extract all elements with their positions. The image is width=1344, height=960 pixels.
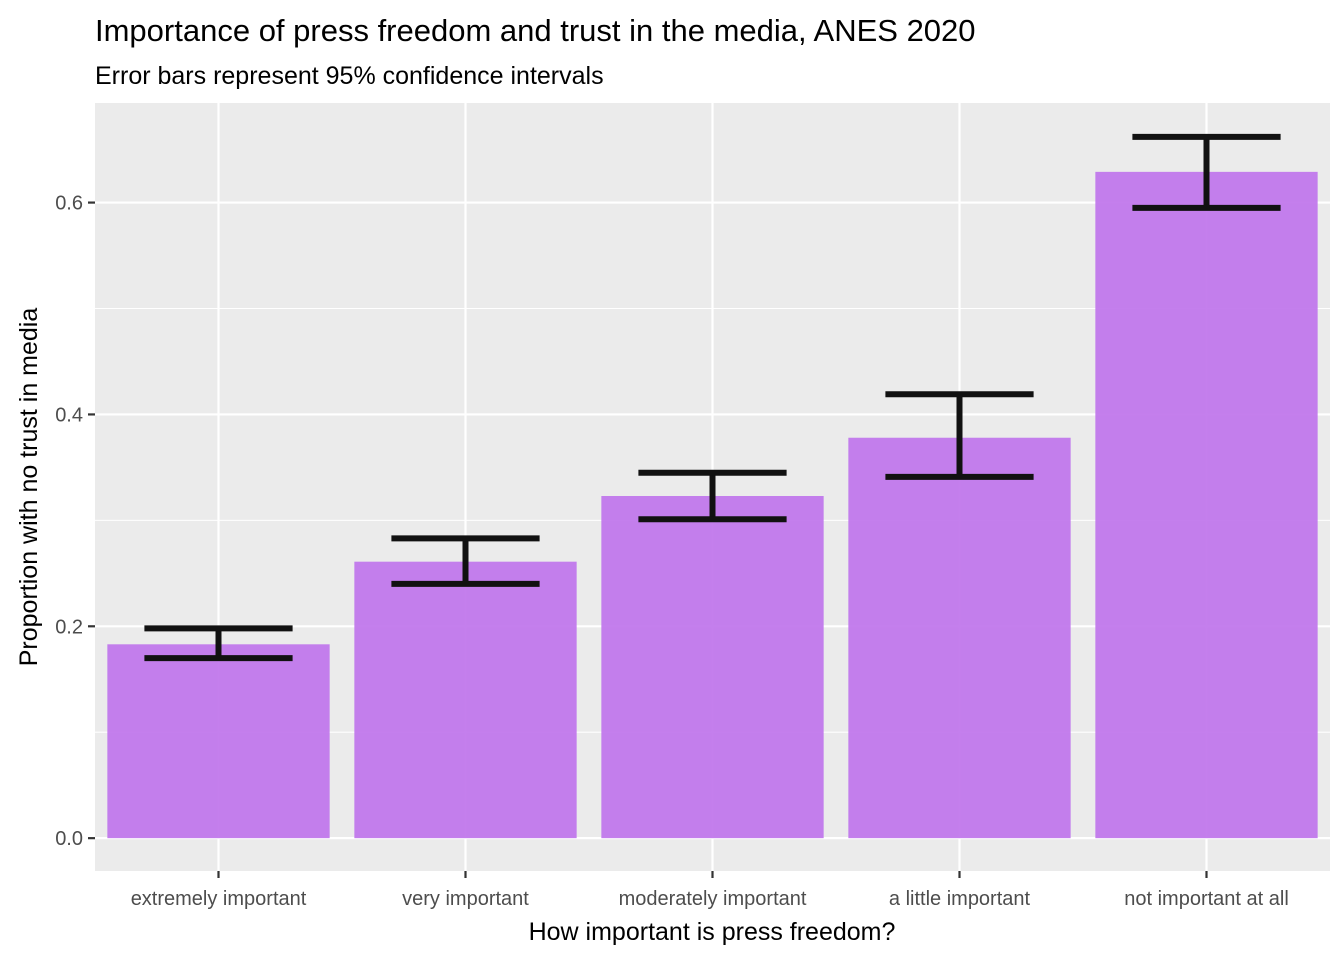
error-bar — [885, 391, 1034, 480]
bar — [107, 644, 330, 839]
bar — [601, 496, 824, 839]
y-axis: 0.0 0.2 0.4 0.6 — [55, 193, 95, 850]
x-tick-label: not important at all — [1124, 888, 1289, 910]
bar — [354, 561, 577, 839]
y-tick-label: 0.4 — [55, 404, 83, 426]
x-tick-label: moderately important — [619, 888, 807, 910]
y-tick-label: 0.2 — [55, 616, 83, 638]
bar — [1095, 171, 1318, 839]
error-bar — [1132, 133, 1281, 211]
error-bar — [391, 535, 540, 587]
y-axis-title: Proportion with no trust in media — [15, 308, 43, 667]
bar — [848, 437, 1071, 839]
x-axis: extremely important very important moderat… — [131, 871, 1289, 910]
x-tick-label: very important — [402, 888, 529, 910]
bars — [107, 171, 1318, 839]
x-axis-title: How important is press freedom? — [529, 918, 896, 946]
error-bar — [144, 625, 293, 662]
error-bars — [144, 133, 1281, 662]
x-tick-label: extremely important — [131, 888, 307, 910]
x-tick-label: a little important — [889, 888, 1031, 910]
chart-subtitle: Error bars represent 95% confidence inte… — [95, 62, 604, 90]
y-tick-label: 0.0 — [55, 828, 83, 850]
error-bar — [638, 469, 787, 523]
chart-title: Importance of press freedom and trust in… — [95, 13, 976, 48]
y-tick-label: 0.6 — [55, 193, 83, 215]
